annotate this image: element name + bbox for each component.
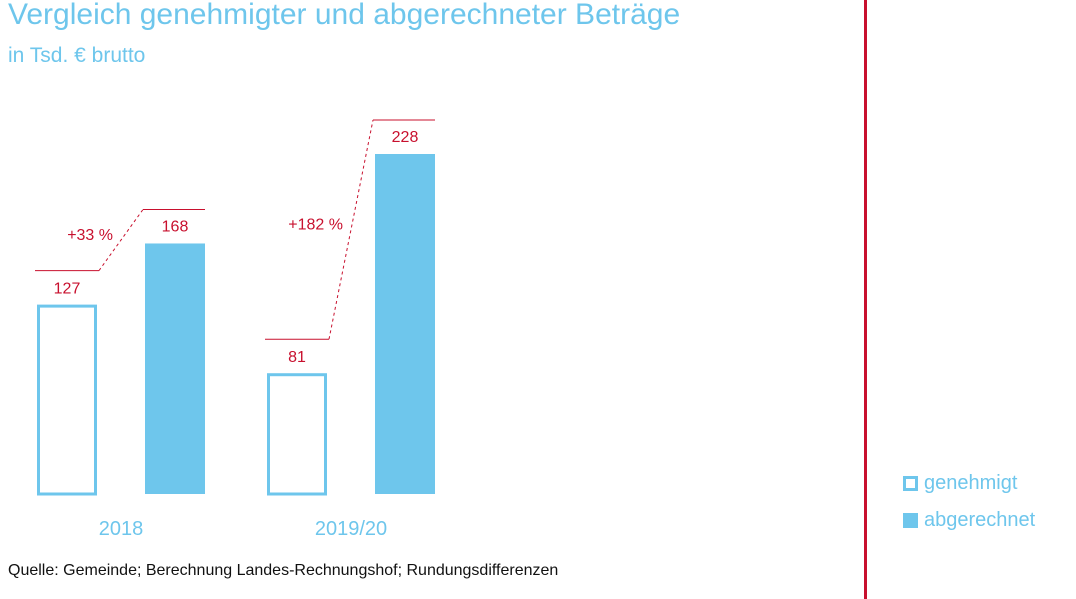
category-label: 2019/20 (315, 518, 387, 540)
data-label: 127 (54, 281, 81, 298)
legend-label-genehmigt: genehmigt (924, 471, 1018, 494)
data-label: 168 (162, 218, 189, 235)
bar-chart: 127 168 +33 % 2018 81 228 +182 % 2019/20 (35, 119, 435, 540)
chart-title: Vergleich genehmigter und abgerechneter … (8, 0, 681, 31)
change-label: +182 % (288, 217, 343, 234)
change-label: +33 % (67, 227, 113, 244)
divider-line (864, 0, 867, 599)
data-label: 228 (392, 129, 419, 146)
legend-swatch-outline (903, 475, 918, 491)
bar-abgerechnet (375, 154, 435, 494)
change-connector (98, 209, 144, 271)
chart-subtitle: in Tsd. € brutto (8, 44, 146, 67)
legend-label-abgerechnet: abgerechnet (924, 508, 1036, 531)
legend-item-genehmigt: genehmigt (903, 470, 1035, 496)
change-connector (328, 119, 374, 340)
bar-genehmigt (37, 304, 97, 496)
legend: genehmigt abgerechnet (903, 470, 1035, 544)
data-label: 81 (288, 349, 306, 366)
bar-abgerechnet (145, 243, 205, 494)
category-label: 2018 (99, 518, 144, 540)
source-note: Quelle: Gemeinde; Berechnung Landes-Rech… (8, 562, 559, 579)
bar-genehmigt (267, 373, 327, 496)
legend-swatch-fill (903, 512, 918, 528)
legend-item-abgerechnet: abgerechnet (903, 507, 1035, 533)
